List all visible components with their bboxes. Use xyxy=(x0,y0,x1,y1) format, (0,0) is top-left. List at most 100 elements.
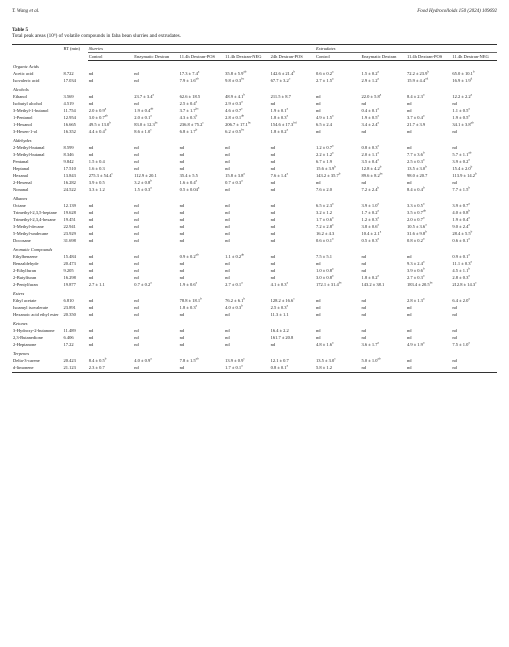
cell-superscript: a xyxy=(468,222,470,227)
cell: nd xyxy=(134,238,139,244)
cell: 2.8 ± 0.1ab xyxy=(224,114,269,121)
cell-superscript: a xyxy=(286,280,288,285)
data-row: 3-Hexen-1-ol 16.352 4.4 ± 0.4b 8.6 ± 1.0c 6.… xyxy=(12,128,497,135)
cell: nd xyxy=(406,335,412,341)
cell: 0.7 ± 0.2a xyxy=(133,281,178,289)
cell: 16.9 ± 1.9d xyxy=(451,77,497,84)
cell: 22.0 ± 5.8a xyxy=(361,92,406,100)
cell: nd xyxy=(134,312,139,318)
cell: nd xyxy=(88,70,94,76)
extrudates-header: Extrudates xyxy=(315,43,497,54)
cell-superscript: b xyxy=(468,266,470,271)
cell-superscript: a xyxy=(332,69,334,74)
cell: nd xyxy=(270,100,276,106)
cell: 35.8 ± 5.9ab xyxy=(224,69,269,77)
cell: 3.0 ± 0.8a xyxy=(315,274,360,282)
group-name: Organic Acids xyxy=(13,63,39,69)
cell: nd xyxy=(270,238,276,244)
cell: nd xyxy=(452,305,457,311)
cell: 0.6 ± 0.1a xyxy=(315,237,360,244)
data-row: Hexanal 13.843 275.3 ± 54.4c 112.9 ± 20.1 35… xyxy=(12,172,497,179)
cell-value: 2.0 ± 0.9 xyxy=(88,107,105,113)
compound-name: 3-Hydroxy-2-butanone xyxy=(13,328,55,334)
table-caption: Table 5 Total peak areas (10⁶) of volati… xyxy=(12,27,497,39)
cell-value: 2.8 ± 1.3 xyxy=(406,298,423,304)
cell: nd xyxy=(225,335,230,341)
cell: 76.2 ± 6.1b xyxy=(224,297,269,305)
cell-value: 1.9 ± 0.6 xyxy=(179,282,196,288)
cell: nd xyxy=(316,298,321,304)
cell-value: 7.7 ± 3.6 xyxy=(406,151,423,157)
cell-superscript: a xyxy=(468,273,470,278)
cell: nd xyxy=(134,202,139,208)
cell-superscript: a xyxy=(468,113,470,118)
cell-superscript: a xyxy=(422,340,425,345)
cell-value: 128.2 ± 16.6 xyxy=(270,298,294,304)
cell: 62.6 ± 18.5 xyxy=(179,93,201,99)
cell-value: 4.6 ± 0.7 xyxy=(225,107,242,113)
cell-superscript: a xyxy=(332,215,334,220)
compound-name: Hexanoic acid ethyl ester xyxy=(13,312,59,318)
cell-value: 4.0 ± 0.3 xyxy=(225,305,242,311)
retention-time: 17.22 xyxy=(63,342,74,348)
cell-superscript: a xyxy=(422,236,425,241)
retention-time: 6.406 xyxy=(63,335,74,341)
cell: 1.8 ± 0.2a xyxy=(361,274,406,282)
data-row: 1-Pentanol 12.954 3.0 ± 0.7ab 2.0 ± 0.1a 4.3… xyxy=(12,114,497,121)
group-row: Terpenes xyxy=(12,349,497,358)
cell-superscript: a xyxy=(377,340,379,345)
cell-superscript: a xyxy=(468,340,470,345)
cell-value: 13.9 ± 0.9 xyxy=(225,358,244,364)
cell-value: 6.4 ± 2.0 xyxy=(452,298,469,304)
cell: nd xyxy=(452,128,457,134)
retention-time: 16.298 xyxy=(63,275,76,281)
cell-value: 4.3 ± 0.3 xyxy=(179,114,196,120)
retention-time: 16.665 xyxy=(63,121,76,127)
cell-superscript: a xyxy=(286,106,288,111)
cell-value: 72.2 ± 23.9 xyxy=(406,70,428,76)
group-row: Aldehydes xyxy=(12,135,497,144)
cell: 2.0 ± 0.7a xyxy=(406,216,451,223)
cell: 1.0 ± 0.8a xyxy=(315,267,360,274)
cell-value: 7.2 ± 2.8 xyxy=(316,223,333,229)
cell: 5.0 ± 1.0ab xyxy=(361,357,406,365)
cell-superscript: a xyxy=(241,178,243,183)
cell: 3.9 ± 0.2a xyxy=(451,158,497,165)
retention-time: 31.698 xyxy=(63,238,76,244)
compound-name: Ethyl acetate xyxy=(13,298,37,304)
cell-superscript: a xyxy=(422,201,425,206)
cell-value: 15.6 ± 3.9 xyxy=(316,165,335,171)
cell-superscript: a xyxy=(377,222,379,227)
retention-time: 9.205 xyxy=(63,268,74,274)
compound-name: Docosane xyxy=(13,238,31,244)
cell: 3.5 ± 0.4a xyxy=(361,158,406,165)
cell: nd xyxy=(225,209,230,215)
cell: 10.5 ± 3.6a xyxy=(406,223,451,230)
cell-superscript: b xyxy=(470,164,473,169)
cell: 1.9 ± 0.4a xyxy=(451,216,497,223)
cell: 9.3 ± 2.4a xyxy=(406,260,451,267)
cell-value: 15.9 ± 4.4 xyxy=(406,77,426,83)
cell-value: 2.0 ± 0.7 xyxy=(406,216,423,222)
cell-superscript: a xyxy=(195,303,198,308)
cell-value: 1.9 ± 0.5 xyxy=(361,114,378,120)
cell: 212.8 ± 14.3c xyxy=(451,281,497,289)
retention-time: 23.929 xyxy=(63,231,76,236)
cell-superscript: ab xyxy=(195,76,199,81)
cell-superscript: a xyxy=(377,113,379,118)
cell: 8.4 ± 2.3a xyxy=(406,92,451,100)
data-row: 5-Methyl-undecane 23.929 nd nd nd nd nd 16.2 ± … xyxy=(12,230,497,237)
cell: 89.6 ± 8.2bc xyxy=(361,172,406,179)
cell: nd xyxy=(133,364,179,373)
cell-value: 275.3 ± 54.4 xyxy=(88,172,112,178)
cell: 7.2 ± 2.8a xyxy=(315,223,360,230)
cell-value: 4.0 ± 0.9 xyxy=(134,358,151,364)
compound-name: Benzaldehyde xyxy=(13,261,39,267)
cell-superscript: b xyxy=(200,296,202,301)
retention-time: 15.484 xyxy=(63,254,76,259)
cell-superscript: bc xyxy=(241,127,245,132)
cell: nd xyxy=(179,335,185,341)
cell: nd xyxy=(270,342,276,348)
cell: nd xyxy=(316,107,321,113)
cell-value: 154.6 ± 17.3 xyxy=(270,121,294,127)
